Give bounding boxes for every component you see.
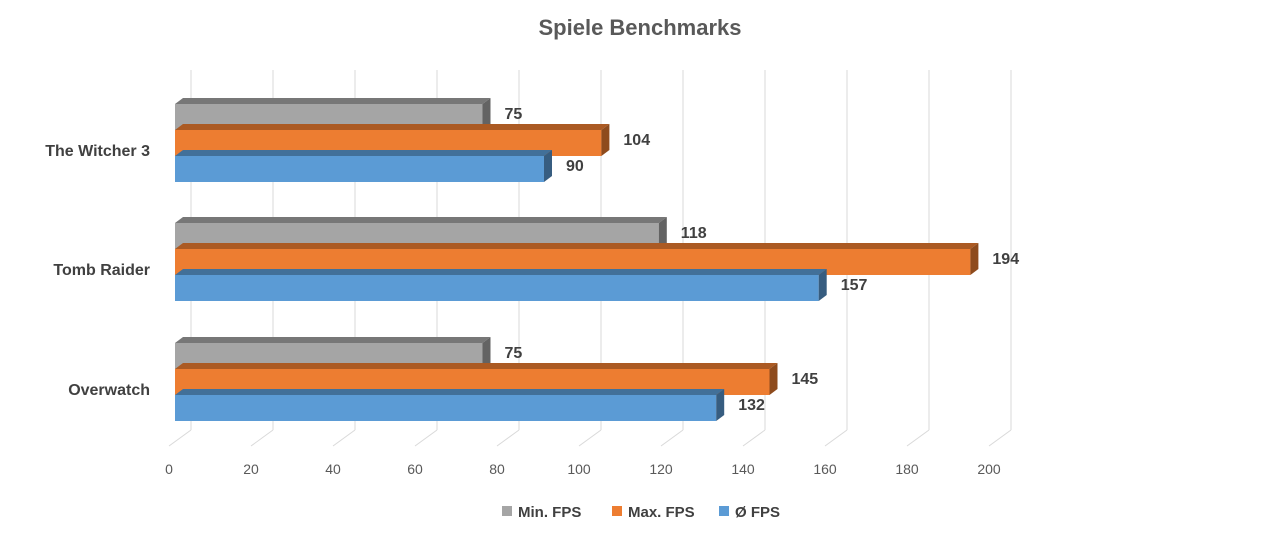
x-tick-label: 40 bbox=[325, 461, 341, 477]
bar-top-face bbox=[175, 337, 491, 343]
legend-label: Ø FPS bbox=[735, 504, 780, 521]
data-label: 75 bbox=[505, 106, 523, 123]
bar-front-face bbox=[175, 275, 819, 301]
bar-series: 75 104 90 118 194 157 75 145 132 bbox=[175, 98, 1019, 421]
data-label: 157 bbox=[841, 277, 868, 294]
gridline-floor bbox=[250, 429, 274, 447]
chart-title: Spiele Benchmarks bbox=[539, 15, 742, 40]
bar-top-face bbox=[175, 150, 552, 156]
data-label: 118 bbox=[681, 225, 707, 242]
data-label: 194 bbox=[992, 251, 1019, 268]
data-label: 132 bbox=[738, 397, 765, 414]
data-label: 145 bbox=[792, 371, 819, 388]
bar bbox=[175, 389, 725, 421]
category-label: Tomb Raider bbox=[53, 262, 150, 279]
gridline-floor bbox=[168, 429, 192, 447]
x-tick-label: 140 bbox=[731, 461, 755, 477]
x-tick-label: 60 bbox=[407, 461, 423, 477]
gridline-floor bbox=[496, 429, 520, 447]
legend-swatch bbox=[612, 506, 622, 516]
bar-front-face bbox=[175, 156, 544, 182]
gridline-floor bbox=[906, 429, 930, 447]
bar-top-face bbox=[175, 389, 725, 395]
gridline-floor bbox=[988, 429, 1012, 447]
legend-label: Min. FPS bbox=[518, 504, 581, 521]
bar-end-face bbox=[658, 217, 667, 249]
bar bbox=[175, 269, 827, 301]
bar-top-face bbox=[175, 98, 491, 104]
bar-top-face bbox=[175, 269, 827, 275]
gridline-floor bbox=[660, 429, 684, 447]
bar-end-face bbox=[716, 389, 725, 421]
x-tick-label: 80 bbox=[489, 461, 505, 477]
x-tick-labels: 0 20 40 60 80 100 120 140 160 180 200 bbox=[165, 461, 1001, 477]
data-label: 104 bbox=[623, 132, 650, 149]
bar-end-face bbox=[601, 124, 610, 156]
gridline-floor bbox=[578, 429, 602, 447]
category-labels: The Witcher 3 Tomb Raider Overwatch bbox=[45, 143, 150, 399]
category-label: The Witcher 3 bbox=[45, 143, 150, 160]
x-tick-label: 0 bbox=[165, 461, 173, 477]
x-tick-label: 20 bbox=[243, 461, 259, 477]
legend: Min. FPS Max. FPS Ø FPS bbox=[502, 504, 780, 521]
legend-swatch bbox=[502, 506, 512, 516]
x-tick-label: 160 bbox=[813, 461, 837, 477]
bar-end-face bbox=[544, 150, 552, 182]
legend-swatch bbox=[719, 506, 729, 516]
gridline-floor bbox=[332, 429, 356, 447]
bar-front-face bbox=[175, 395, 717, 421]
x-tick-label: 120 bbox=[649, 461, 673, 477]
bar-top-face bbox=[175, 217, 667, 223]
bar-end-face bbox=[482, 337, 491, 369]
x-tick-label: 180 bbox=[895, 461, 919, 477]
bar-end-face bbox=[970, 243, 979, 275]
gridline-floor bbox=[742, 429, 766, 447]
category-label: Overwatch bbox=[68, 382, 150, 399]
bar-end-face bbox=[818, 269, 827, 301]
x-tick-label: 100 bbox=[567, 461, 591, 477]
bar-end-face bbox=[482, 98, 491, 130]
data-label: 75 bbox=[505, 345, 523, 362]
bar-top-face bbox=[175, 124, 610, 130]
bar-end-face bbox=[769, 363, 778, 395]
bar-top-face bbox=[175, 243, 979, 249]
gridline-floor bbox=[414, 429, 438, 447]
bar-top-face bbox=[175, 363, 778, 369]
gridline-floor bbox=[824, 429, 848, 447]
bar bbox=[175, 150, 552, 182]
x-tick-label: 200 bbox=[977, 461, 1001, 477]
data-label: 90 bbox=[566, 158, 584, 175]
legend-label: Max. FPS bbox=[628, 504, 695, 521]
